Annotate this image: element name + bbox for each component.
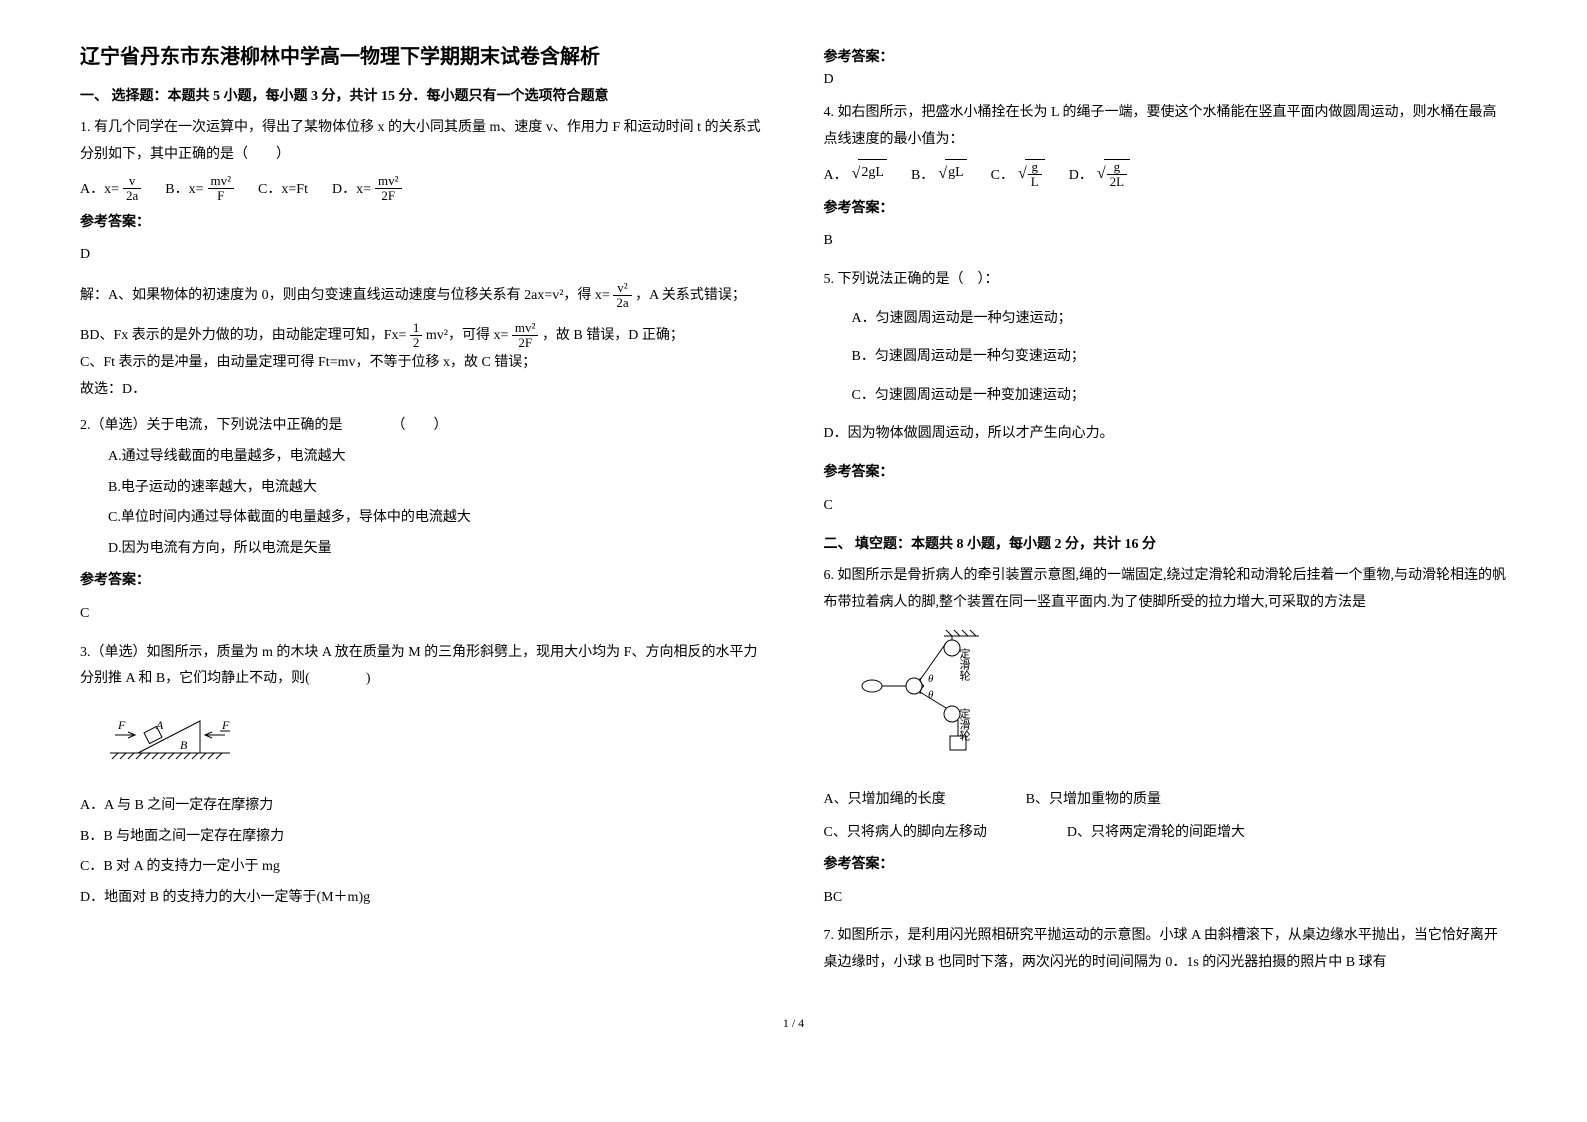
- answer-label: 参考答案：: [80, 568, 764, 595]
- q2-stem: 2.（单选）关于电流，下列说法中正确的是 （ ）: [80, 413, 764, 440]
- fraction-icon: v 2a: [123, 174, 141, 204]
- sqrt-icon: g L: [1018, 159, 1045, 190]
- answer-label: 参考答案：: [824, 460, 1508, 487]
- section-2-heading: 二、 填空题：本题共 8 小题，每小题 2 分，共计 16 分: [824, 533, 1508, 553]
- sqrt-icon: g 2L: [1097, 159, 1130, 190]
- q1-explain-1: 解：A、如果物体的初速度为 0，则由匀变速直线运动速度与位移关系有 2ax=v²…: [80, 281, 764, 311]
- q1-stem: 1. 有几个同学在一次运算中，得出了某物体位移 x 的大小同其质量 m、速度 v…: [80, 115, 764, 168]
- q4-opt-b: B． gL: [911, 159, 967, 189]
- label-F-right: F: [221, 718, 230, 732]
- q4-answer: B: [824, 228, 1508, 255]
- fraction-icon: g 2L: [1107, 160, 1127, 190]
- hatch-icon: [112, 753, 222, 759]
- fraction-icon: v² 2a: [613, 281, 631, 311]
- q4-stem: 4. 如右图所示，把盛水小桶拴在长为 L 的绳子一端，要使这个水桶能在竖直平面内…: [824, 100, 1508, 153]
- label-F-left: F: [117, 718, 126, 732]
- q6-opt-a: A、只增加绳的长度: [824, 787, 946, 814]
- q3-opt-c: C．B 对 A 的支持力一定小于 mg: [80, 854, 764, 881]
- q6-opt-c: C、只将病人的脚向左移动: [824, 820, 987, 847]
- fraction-icon: mv² 2F: [375, 174, 402, 204]
- q5-answer: C: [824, 493, 1508, 520]
- fraction-icon: g L: [1028, 160, 1042, 190]
- fraction-icon: 1 2: [410, 321, 423, 351]
- label-B: B: [180, 738, 188, 752]
- q1-explain-3: C、Ft 表示的是冲量，由动量定理可得 Ft=mv，不等于位移 x，故 C 错误…: [80, 350, 764, 377]
- q2-opt-b: B.电子运动的速率越大，电流越大: [80, 475, 764, 502]
- q4-options: A． 2gL B． gL C． g L: [824, 159, 1508, 190]
- q6-stem: 6. 如图所示是骨折病人的牵引装置示意图,绳的一端固定,绕过定滑轮和动滑轮后挂着…: [824, 563, 1508, 616]
- q6-answer: BC: [824, 885, 1508, 912]
- question-1: 1. 有几个同学在一次运算中，得出了某物体位移 x 的大小同其质量 m、速度 v…: [80, 115, 764, 403]
- q1-opt-a: A．x= v 2a: [80, 174, 141, 204]
- q4-opt-a: A． 2gL: [824, 159, 887, 189]
- q1-options: A．x= v 2a B．x= mv² F C．x=Ft D．x=: [80, 174, 764, 204]
- q3-stem: 3.（单选）如图所示，质量为 m 的木块 A 放在质量为 M 的三角形斜劈上，现…: [80, 640, 764, 693]
- label-A: A: [155, 718, 164, 732]
- pulley-diagram-icon: 定滑轮 θ θ 定滑轮: [824, 626, 1004, 766]
- q2-opt-d: D.因为电流有方向，所以电流是矢量: [80, 536, 764, 563]
- q5-stem: 5. 下列说法正确的是（ ）：: [824, 267, 1508, 294]
- question-7: 7. 如图所示，是利用闪光照相研究平抛运动的示意图。小球 A 由斜槽滚下，从桌边…: [824, 923, 1508, 976]
- answer-label: 参考答案：: [824, 46, 1508, 66]
- question-3: 3.（单选）如图所示，质量为 m 的木块 A 放在质量为 M 的三角形斜劈上，现…: [80, 640, 764, 912]
- fraction-icon: mv² F: [208, 174, 235, 204]
- label-theta-2: θ: [928, 689, 934, 701]
- sqrt-icon: gL: [938, 159, 966, 189]
- q1-opt-c: C．x=Ft: [258, 177, 308, 204]
- q5-opt-b: B．匀速圆周运动是一种匀变速运动；: [824, 344, 1508, 371]
- label-theta-1: θ: [928, 673, 934, 685]
- q6-options-row1: A、只增加绳的长度 B、只增加重物的质量: [824, 787, 1508, 814]
- q7-stem: 7. 如图所示，是利用闪光照相研究平抛运动的示意图。小球 A 由斜槽滚下，从桌边…: [824, 923, 1508, 976]
- question-4: 4. 如右图所示，把盛水小桶拴在长为 L 的绳子一端，要使这个水桶能在竖直平面内…: [824, 100, 1508, 255]
- q1-opt-d: D．x= mv² 2F: [332, 174, 402, 204]
- q1-opt-b: B．x= mv² F: [165, 174, 234, 204]
- question-2: 2.（单选）关于电流，下列说法中正确的是 （ ） A.通过导线截面的电量越多，电…: [80, 413, 764, 627]
- right-column: 参考答案： D 4. 如右图所示，把盛水小桶拴在长为 L 的绳子一端，要使这个水…: [824, 40, 1508, 986]
- q5-options: A．匀速圆周运动是一种匀速运动； B．匀速圆周运动是一种匀变速运动； C．匀速圆…: [824, 306, 1508, 448]
- page: 辽宁省丹东市东港柳林中学高一物理下学期期末试卷含解析 一、 选择题：本题共 5 …: [80, 40, 1507, 986]
- q2-opt-c: C.单位时间内通过导体截面的电量越多，导体中的电流越大: [80, 505, 764, 532]
- q5-opt-c: C．匀速圆周运动是一种变加速运动；: [824, 383, 1508, 410]
- q5-opt-d: D．因为物体做圆周运动，所以才产生向心力。: [824, 421, 1508, 448]
- q4-opt-c: C． g L: [991, 159, 1045, 190]
- q6-opt-b: B、只增加重物的质量: [1026, 787, 1161, 814]
- answer-label: 参考答案：: [824, 196, 1508, 223]
- q6-opt-d: D、只将两定滑轮的间距增大: [1067, 820, 1245, 847]
- q4-opt-d: D． g 2L: [1069, 159, 1130, 190]
- label-fixed-pulley-1: 定滑轮: [958, 647, 971, 681]
- q2-opt-a: A.通过导线截面的电量越多，电流越大: [80, 444, 764, 471]
- q1-answer: D: [80, 242, 764, 269]
- q6-options-row2: C、只将病人的脚向左移动 D、只将两定滑轮的间距增大: [824, 820, 1508, 847]
- answer-label: 参考答案：: [80, 210, 764, 237]
- q3-diagram: F A B F: [80, 703, 764, 784]
- fraction-icon: mv² 2F: [512, 321, 539, 351]
- incline-diagram-icon: F A B F: [80, 703, 250, 773]
- question-5: 5. 下列说法正确的是（ ）： A．匀速圆周运动是一种匀速运动； B．匀速圆周运…: [824, 267, 1508, 519]
- sqrt-icon: 2gL: [852, 159, 887, 189]
- q1-explain-2: BD、Fx 表示的是外力做的功，由动能定理可知，Fx= 1 2 mv²，可得 x…: [80, 321, 764, 351]
- q1-explain-4: 故选：D．: [80, 377, 764, 404]
- q3-options: A．A 与 B 之间一定存在摩擦力 B．B 与地面之间一定存在摩擦力 C．B 对…: [80, 793, 764, 911]
- answer-label: 参考答案：: [824, 852, 1508, 879]
- q5-opt-a: A．匀速圆周运动是一种匀速运动；: [824, 306, 1508, 333]
- q3-opt-d: D．地面对 B 的支持力的大小一定等于(M＋m)g: [80, 885, 764, 912]
- page-number: 1 / 4: [80, 1016, 1507, 1031]
- q2-options: A.通过导线截面的电量越多，电流越大 B.电子运动的速率越大，电流越大 C.单位…: [80, 444, 764, 562]
- q6-diagram: 定滑轮 θ θ 定滑轮: [824, 626, 1508, 777]
- hatch-icon: [946, 630, 976, 636]
- q3-opt-b: B．B 与地面之间一定存在摩擦力: [80, 824, 764, 851]
- left-column: 辽宁省丹东市东港柳林中学高一物理下学期期末试卷含解析 一、 选择题：本题共 5 …: [80, 40, 764, 986]
- q2-answer: C: [80, 601, 764, 628]
- question-6: 6. 如图所示是骨折病人的牵引装置示意图,绳的一端固定,绕过定滑轮和动滑轮后挂着…: [824, 563, 1508, 911]
- section-1-heading: 一、 选择题：本题共 5 小题，每小题 3 分，共计 15 分．每小题只有一个选…: [80, 85, 764, 105]
- q3-opt-a: A．A 与 B 之间一定存在摩擦力: [80, 793, 764, 820]
- doc-title: 辽宁省丹东市东港柳林中学高一物理下学期期末试卷含解析: [80, 40, 764, 69]
- q3-answer: D: [824, 72, 1508, 88]
